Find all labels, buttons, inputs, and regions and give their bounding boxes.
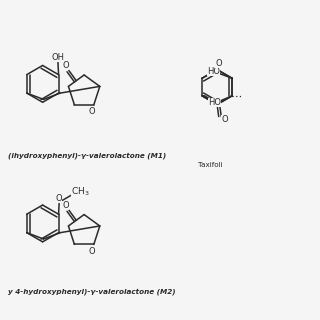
Text: Taxifoli: Taxifoli [198,162,223,168]
Text: OH: OH [52,53,64,62]
Text: O: O [221,115,228,124]
Polygon shape [202,96,220,105]
Text: HO: HO [207,68,220,76]
Text: CH$_3$: CH$_3$ [71,186,90,198]
Text: y 4-hydroxyphenyl)-γ-valerolactone (M2): y 4-hydroxyphenyl)-γ-valerolactone (M2) [8,288,175,295]
Text: O: O [89,247,96,256]
Text: O: O [89,107,96,116]
Text: HO: HO [208,98,221,107]
Text: O: O [62,61,69,70]
Text: O: O [62,201,69,210]
Text: O: O [56,194,62,203]
Text: O: O [215,60,222,68]
Text: (ihydroxyphenyl)-γ-valerolactone (M1): (ihydroxyphenyl)-γ-valerolactone (M1) [8,152,166,158]
